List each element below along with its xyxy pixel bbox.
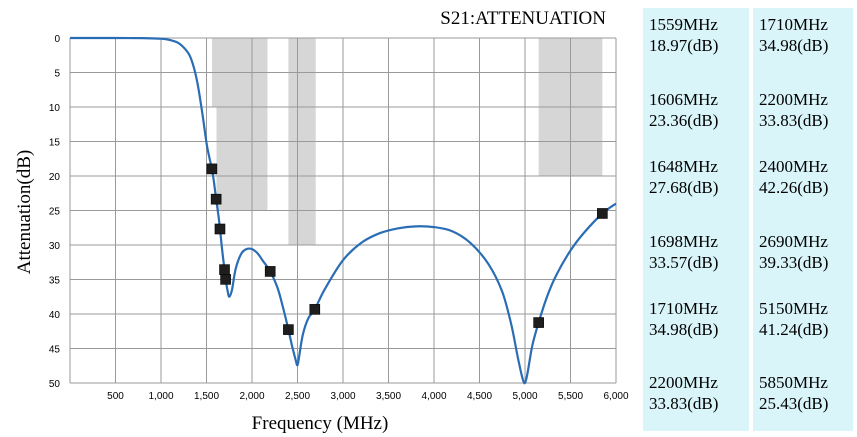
readout-cell: 5850MHz 25.43(dB) <box>759 372 828 414</box>
y-tick-label: 5 <box>54 69 60 80</box>
readout-frequency: 2200MHz <box>759 90 828 109</box>
readout-cell: 1648MHz 27.68(dB) <box>649 156 718 198</box>
marker-point <box>283 324 294 335</box>
attenuation-chart: 500 1,000 1,500 2,000 2,500 3,000 3,500 4,000 4,… <box>14 8 629 434</box>
y-tick-label: 40 <box>49 310 61 321</box>
y-tick-label: 50 <box>49 379 61 390</box>
spec-mask <box>216 38 268 211</box>
y-tick-label: 35 <box>49 276 61 287</box>
readout-cell: 2200MHz 33.83(dB) <box>759 89 828 131</box>
chart-grid <box>69 37 617 384</box>
readout-attenuation: 33.57(dB) <box>649 253 719 272</box>
readout-cell: 5150MHz 41.24(dB) <box>759 298 828 340</box>
y-tick-label: 15 <box>49 138 61 149</box>
x-tick-label: 4,500 <box>467 391 492 402</box>
readout-panel-left: 1559MHz 18.97(dB) 1606MHz 23.36(dB) 1648… <box>643 8 749 431</box>
y-tick-label: 30 <box>49 241 61 252</box>
x-tick-label: 2,000 <box>239 391 264 402</box>
tick-labels: 500 1,000 1,500 2,000 2,500 3,000 3,500 4,000 4,… <box>49 34 629 402</box>
readout-frequency: 1648MHz <box>649 157 718 176</box>
readout-attenuation: 23.36(dB) <box>649 111 719 130</box>
readout-attenuation: 41.24(dB) <box>759 320 829 339</box>
readout-attenuation: 33.83(dB) <box>759 111 829 130</box>
y-tick-label: 25 <box>49 207 61 218</box>
readout-attenuation: 18.97(dB) <box>649 36 719 55</box>
marker-layer <box>206 163 608 335</box>
y-tick-label: 20 <box>49 172 61 183</box>
marker-point <box>219 264 230 275</box>
x-axis-label: Frequency (MHz) <box>252 413 389 434</box>
x-tick-label: 4,000 <box>421 391 446 402</box>
x-tick-label: 3,000 <box>330 391 355 402</box>
readout-frequency: 5150MHz <box>759 299 828 318</box>
x-tick-label: 3,500 <box>376 391 401 402</box>
readout-frequency: 5850MHz <box>759 373 828 392</box>
attenuation-curve <box>69 36 617 385</box>
readout-frequency: 1710MHz <box>759 15 828 34</box>
chart-title: S21:ATTENUATION <box>440 8 606 29</box>
readout-attenuation: 25.43(dB) <box>759 394 829 413</box>
readout-attenuation: 42.26(dB) <box>759 178 829 197</box>
marker-point <box>309 304 321 315</box>
readout-frequency: 1606MHz <box>649 90 718 109</box>
x-tick-label: 1,000 <box>148 391 173 402</box>
x-tick-label: 6,000 <box>603 391 628 402</box>
readout-frequency: 2400MHz <box>759 157 828 176</box>
readout-attenuation: 39.33(dB) <box>759 253 829 272</box>
readout-attenuation: 33.83(dB) <box>649 394 719 413</box>
x-tick-label: 2,500 <box>285 391 310 402</box>
readout-frequency: 1710MHz <box>649 299 718 318</box>
marker-point <box>264 266 276 277</box>
marker-point <box>533 317 544 328</box>
readout-cell: 2400MHz 42.26(dB) <box>759 156 828 198</box>
marker-point <box>220 274 231 285</box>
readout-frequency: 1698MHz <box>649 232 718 251</box>
readout-attenuation: 27.68(dB) <box>649 178 719 197</box>
readout-cell: 1559MHz 18.97(dB) <box>649 14 718 56</box>
x-tick-label: 5,500 <box>558 391 583 402</box>
marker-point <box>214 223 226 235</box>
readout-cell: 1606MHz 23.36(dB) <box>649 89 718 131</box>
readout-attenuation: 34.98(dB) <box>649 320 719 339</box>
marker-point <box>210 193 222 205</box>
x-tick-label: 500 <box>107 391 124 402</box>
readout-cell: 1710MHz 34.98(dB) <box>649 298 718 340</box>
readout-cell: 1710MHz 34.98(dB) <box>759 14 828 56</box>
x-tick-label: 1,500 <box>194 391 219 402</box>
readout-frequency: 2200MHz <box>649 373 718 392</box>
readout-cell: 2200MHz 33.83(dB) <box>649 372 718 414</box>
y-tick-label: 45 <box>49 345 61 356</box>
readout-frequency: 2690MHz <box>759 232 828 251</box>
curve-layer <box>69 36 617 385</box>
marker-point <box>206 163 218 175</box>
y-tick-label: 10 <box>49 103 61 114</box>
marker-point <box>597 208 608 219</box>
readout-cell: 1698MHz 33.57(dB) <box>649 231 718 273</box>
readout-panel-right: 1710MHz 34.98(dB) 2200MHz 33.83(dB) 2400… <box>753 8 853 431</box>
readout-attenuation: 34.98(dB) <box>759 36 829 55</box>
y-tick-label: 0 <box>54 34 60 45</box>
readout-frequency: 1559MHz <box>649 15 718 34</box>
x-tick-label: 5,000 <box>512 391 537 402</box>
y-axis-label: Attenuation(dB) <box>14 150 35 275</box>
readout-cell: 2690MHz 39.33(dB) <box>759 231 828 273</box>
